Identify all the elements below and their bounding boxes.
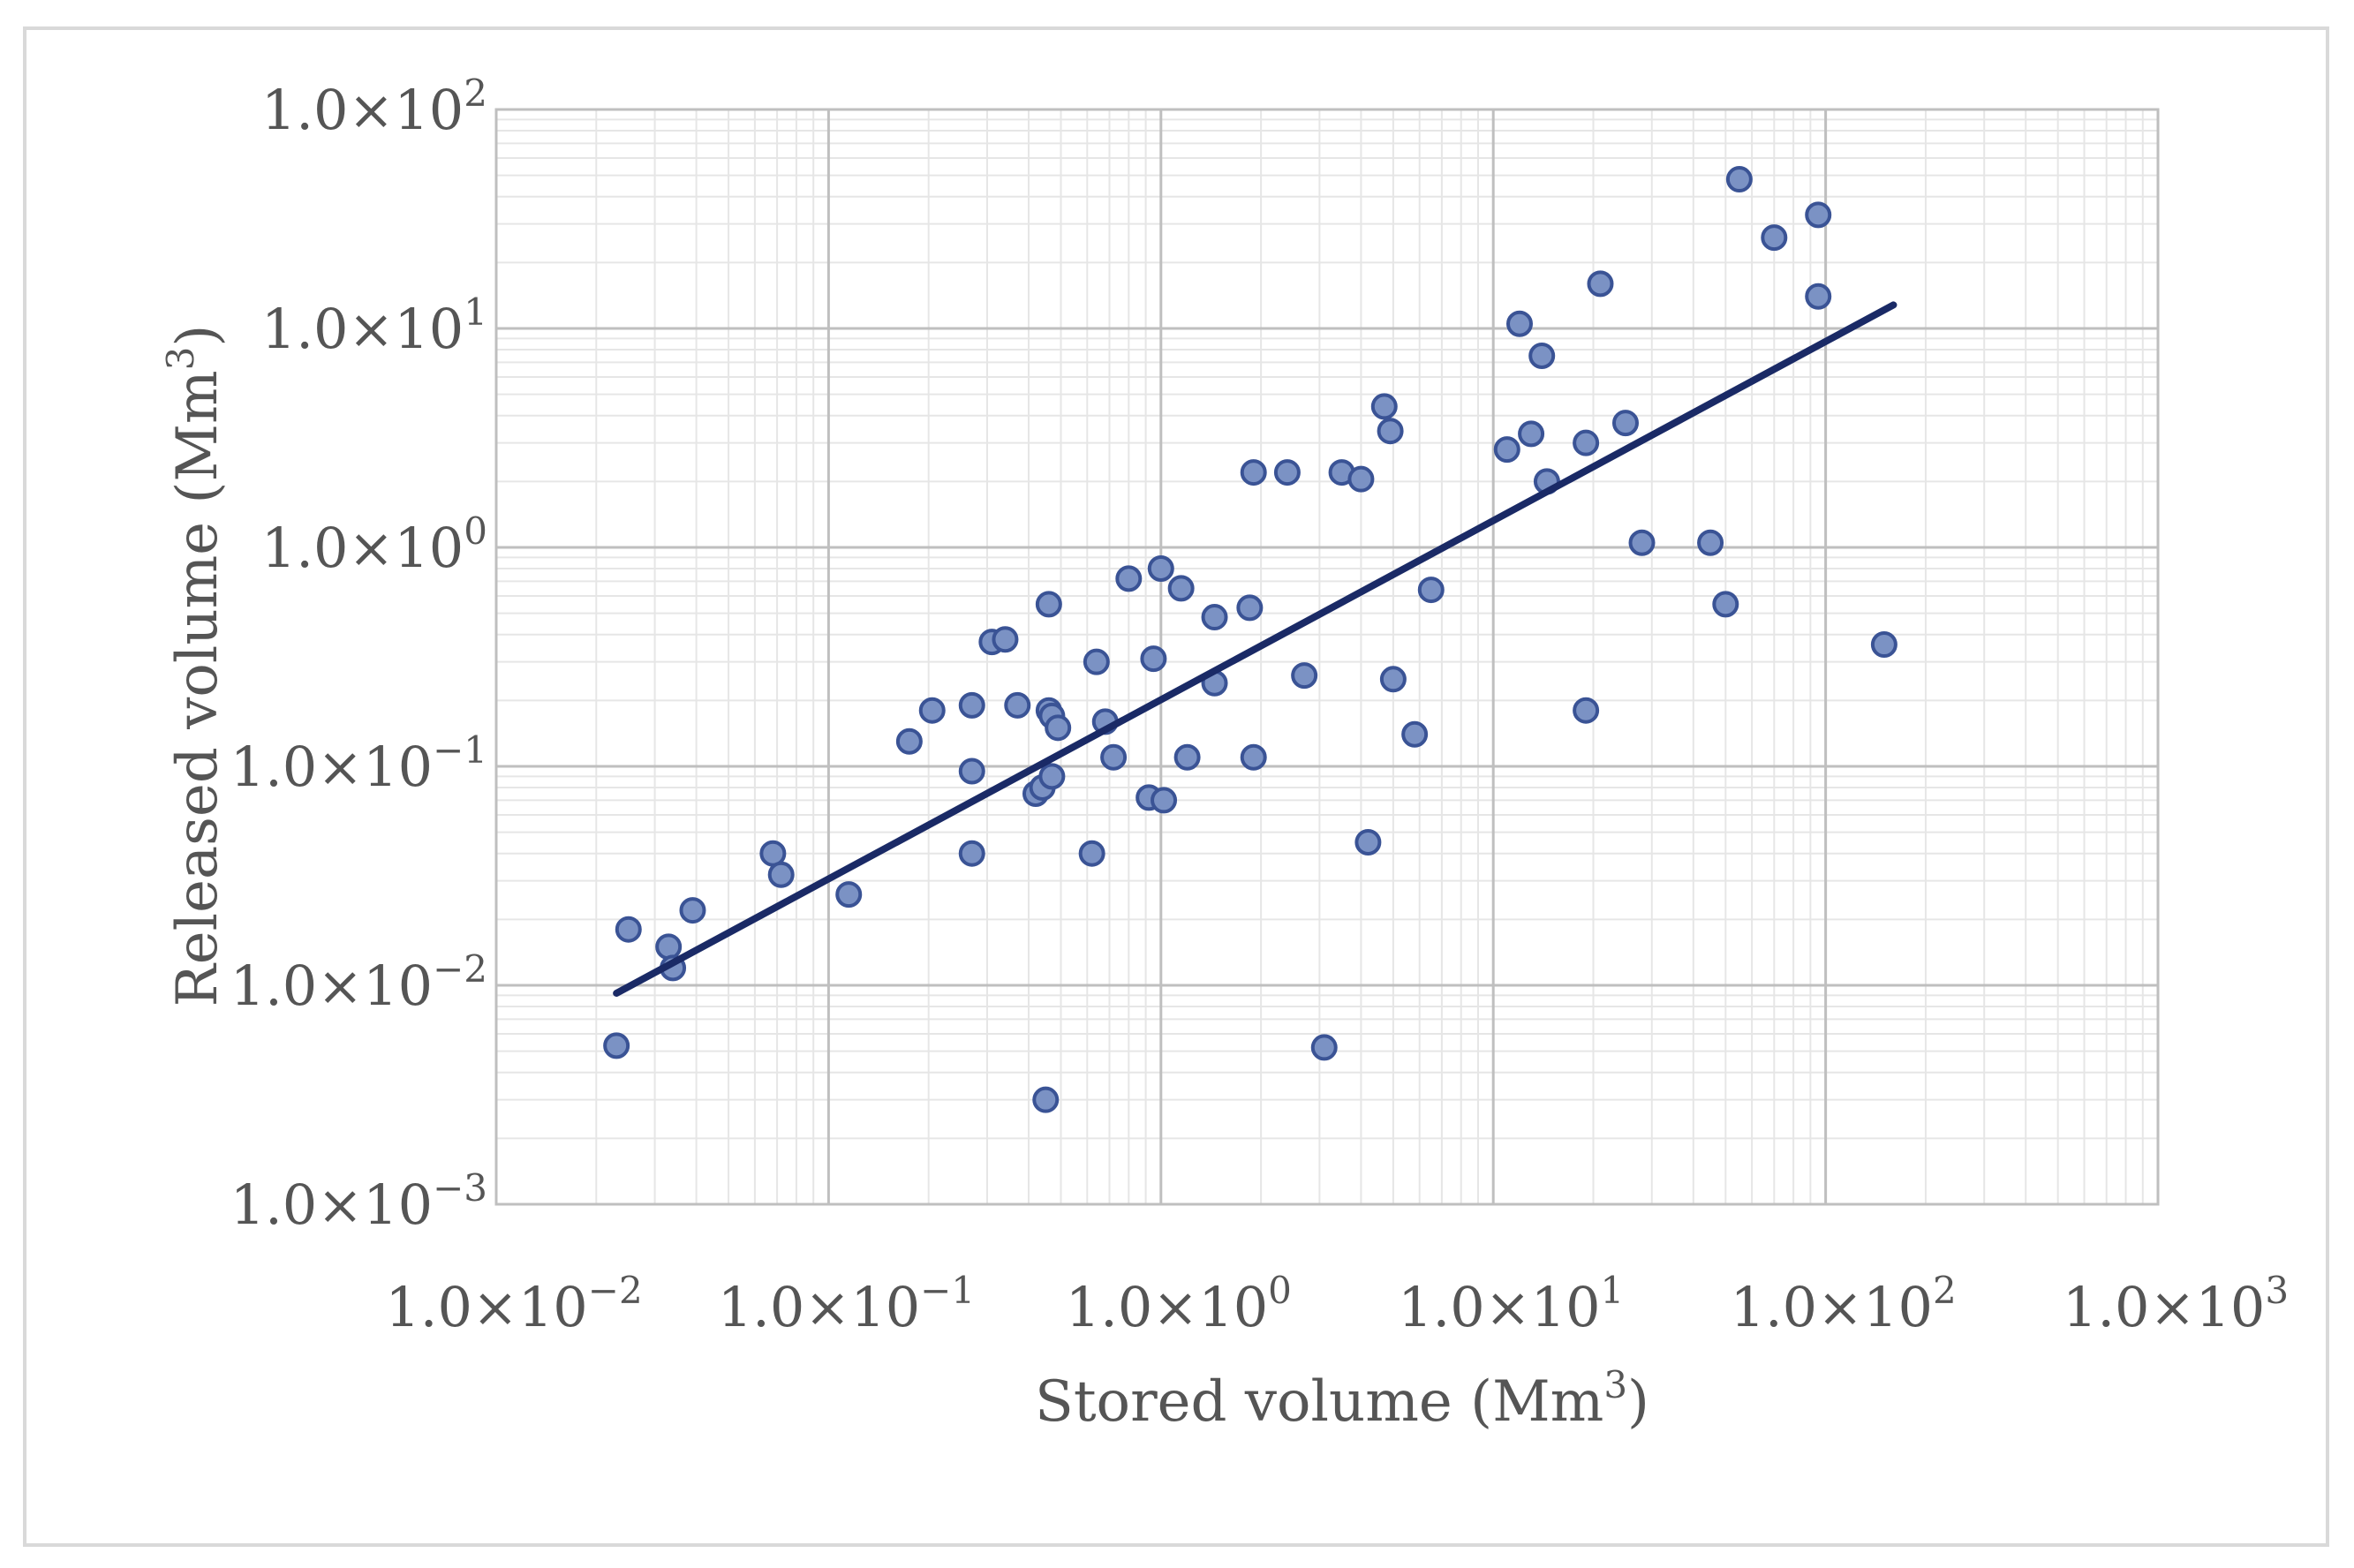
data-point [1032,1086,1060,1113]
data-point [1240,743,1267,771]
scatter-chart: 1.0×10−2 1.0×10−1 1.0×100 1.0×101 1.0×102 1.0… [159,72,2289,1435]
trendline-group [613,301,1898,997]
x-tick-label: 1.0×10−1 [718,1269,975,1339]
trendline [613,301,1898,997]
data-point [1147,555,1174,583]
data-point [1201,604,1228,631]
data-point [1417,577,1445,604]
data-point [1347,465,1375,493]
data-point [679,897,706,924]
data-point [1805,201,1832,229]
data-point [1151,787,1178,814]
data-point [1712,591,1739,618]
data-point [1310,1034,1338,1061]
x-tick-label: 1.0×103 [2063,1269,2289,1339]
data-point [1725,166,1753,193]
data-point [1573,429,1600,456]
y-tick-label: 1.0×100 [261,509,487,580]
data-point [1083,648,1110,675]
data-point [767,861,795,888]
data-point [1573,697,1600,724]
data-point [958,758,985,785]
data-point [1628,529,1656,556]
data-point [1805,283,1832,310]
data-point [992,626,1019,653]
data-point [1167,575,1195,602]
data-point [895,727,923,755]
data-point [1528,342,1556,369]
data-point [1697,529,1724,556]
data-point [1354,829,1382,856]
data-point [655,933,683,961]
x-tick-labels: 1.0×10−2 1.0×10−1 1.0×100 1.0×101 1.0×102 1.0… [385,1269,2289,1339]
data-point [1115,565,1143,592]
data-point [615,916,642,943]
data-point [1140,645,1167,673]
data-point [835,881,863,908]
x-tick-label: 1.0×100 [1066,1269,1292,1339]
x-axis-title: Stored volume (Mm3) [1035,1363,1649,1435]
data-point [1493,436,1520,464]
x-tick-label: 1.0×101 [1398,1269,1624,1339]
data-points [603,166,1898,1113]
y-tick-labels: 1.0×10−3 1.0×10−2 1.0×10−1 1.0×100 1.0×101 1.… [230,72,487,1237]
x-tick-label: 1.0×102 [1731,1269,1957,1339]
plot-area-border [494,108,2160,1206]
data-point [1401,720,1429,748]
data-point [1370,393,1398,420]
data-point [1379,666,1407,693]
data-point [1761,224,1788,252]
data-point [1173,743,1201,771]
data-point [1870,631,1898,659]
chart-frame: 1.0×10−2 1.0×10−1 1.0×100 1.0×101 1.0×102 1.0… [23,26,2329,1547]
data-point [1236,594,1264,622]
data-point [1038,763,1066,790]
y-axis-title: Released volume (Mm3) [159,325,230,1007]
data-point [1004,691,1031,719]
data-point [1273,459,1301,486]
data-point [1045,714,1072,742]
y-tick-label: 1.0×10−2 [230,947,487,1018]
data-point [1100,743,1128,771]
data-point [1240,459,1267,486]
y-tick-label: 1.0×10−1 [230,728,487,799]
y-tick-label: 1.0×10−3 [230,1166,487,1237]
data-point [1377,418,1404,445]
data-point [958,840,985,867]
y-tick-label: 1.0×101 [261,290,487,361]
y-tick-label: 1.0×102 [261,72,487,142]
data-point [1078,840,1105,867]
data-point [1506,310,1534,337]
data-point [1291,662,1318,690]
data-point [1587,270,1614,298]
data-point [918,697,946,724]
data-point [1518,420,1545,448]
data-point [603,1032,630,1059]
data-point [958,691,985,719]
data-point [1611,410,1639,437]
data-point [1035,591,1062,618]
x-tick-label: 1.0×10−2 [385,1269,642,1339]
